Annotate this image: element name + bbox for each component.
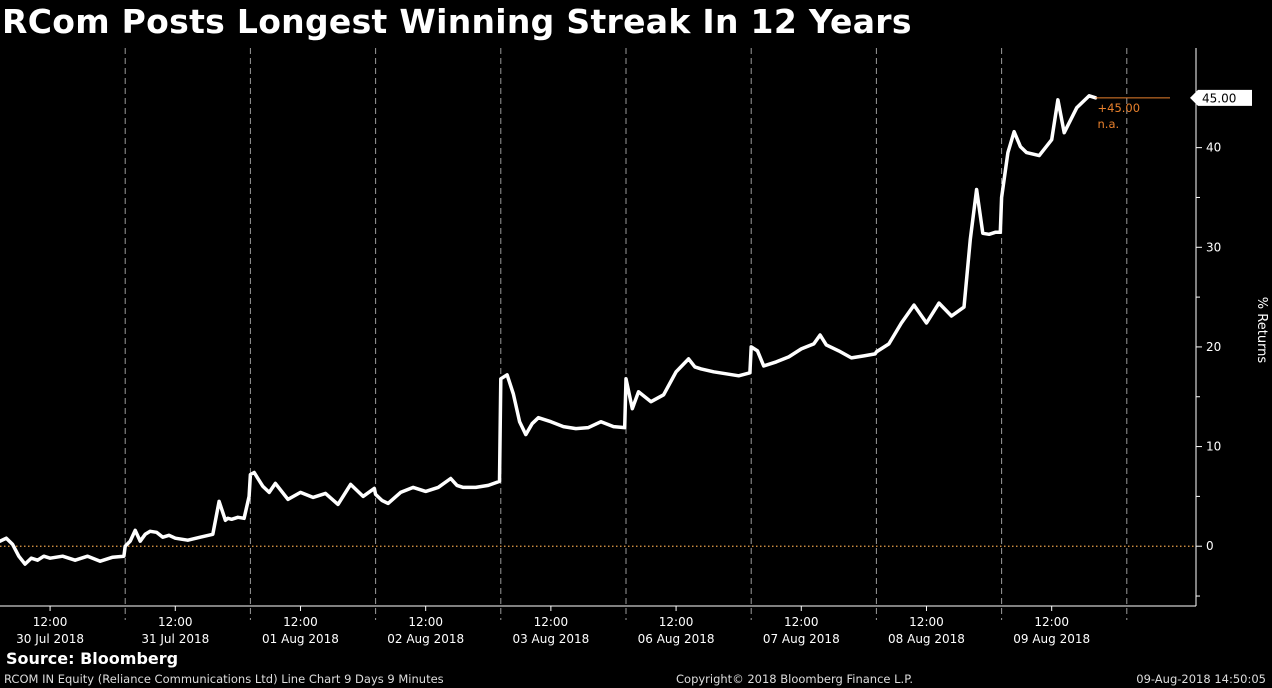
series-line: [0, 94, 1098, 566]
x-tick-day: 01 Aug 2018: [262, 632, 339, 646]
x-ticks: 12:00 30 Jul 2018 12:00 31 Jul 2018 12:00 01 …: [16, 606, 1090, 646]
x-tick-time: 12:00: [659, 615, 694, 629]
x-tick-day: 02 Aug 2018: [387, 632, 464, 646]
y-axis-label: % Returns: [1254, 297, 1269, 364]
chart-title: RCom Posts Longest Winning Streak In 12 …: [2, 2, 912, 41]
y-tick-label: 20: [1206, 340, 1221, 354]
x-tick-day: 07 Aug 2018: [763, 632, 840, 646]
x-tick-day: 31 Jul 2018: [141, 632, 209, 646]
footer-copyright: Copyright© 2018 Bloomberg Finance L.P.: [676, 672, 913, 686]
x-tick-time: 12:00: [33, 615, 68, 629]
x-tick-time: 12:00: [909, 615, 944, 629]
y-tick-label: 0: [1206, 539, 1214, 553]
source-note: Source: Bloomberg: [6, 649, 179, 668]
x-tick-day: 03 Aug 2018: [512, 632, 589, 646]
x-tick-time: 12:00: [158, 615, 193, 629]
y-tick-label: 40: [1206, 141, 1221, 155]
last-value-label: 45.00: [1202, 91, 1236, 105]
footer-security: RCOM IN Equity (Reliance Communications …: [4, 672, 444, 686]
x-tick-time: 12:00: [784, 615, 819, 629]
day-separators: [124, 48, 1128, 620]
x-tick-day: 30 Jul 2018: [16, 632, 84, 646]
y-ticks: 0 10 20 30 40: [1196, 97, 1221, 597]
last-value-box: [1190, 89, 1252, 106]
x-tick-time: 12:00: [1034, 615, 1069, 629]
x-tick-time: 12:00: [408, 615, 443, 629]
y-tick-label: 10: [1206, 440, 1221, 454]
x-tick-time: 12:00: [534, 615, 569, 629]
annotation-note: n.a.: [1098, 117, 1120, 131]
last-value-tag: 45.00: [1190, 89, 1252, 106]
x-tick-day: 08 Aug 2018: [888, 632, 965, 646]
x-tick-day: 09 Aug 2018: [1013, 632, 1090, 646]
footer-timestamp: 09-Aug-2018 14:50:05: [1136, 672, 1266, 686]
x-tick-day: 06 Aug 2018: [638, 632, 715, 646]
annotation-value: +45.00: [1098, 101, 1141, 115]
y-tick-label: 30: [1206, 240, 1221, 254]
x-tick-time: 12:00: [283, 615, 318, 629]
